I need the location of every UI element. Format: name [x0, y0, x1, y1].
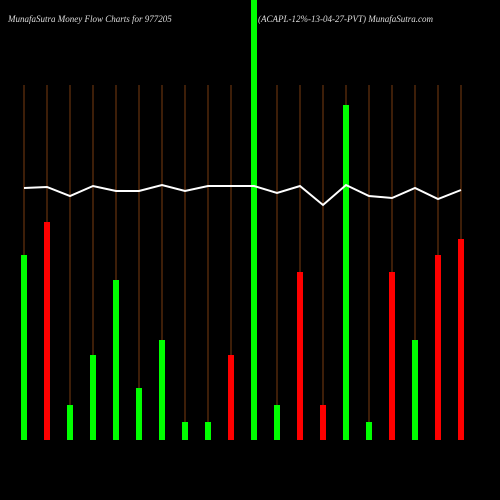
- bar: [389, 272, 395, 440]
- bar: [228, 355, 234, 440]
- bar: [182, 422, 188, 440]
- bar: [90, 355, 96, 440]
- bar: [159, 340, 165, 440]
- chart-title: MunafaSutra Money Flow Charts for 977205: [7, 14, 172, 24]
- bar: [458, 239, 464, 440]
- bar: [320, 405, 326, 440]
- bar: [297, 272, 303, 440]
- bar: [44, 222, 50, 440]
- bar: [435, 255, 441, 440]
- chart-subtitle: (ACAPL-12%-13-04-27-PVT) MunafaSutra.com: [258, 14, 433, 24]
- bar: [136, 388, 142, 440]
- bar: [251, 0, 257, 440]
- bar: [343, 105, 349, 440]
- bar: [113, 280, 119, 440]
- bar: [412, 340, 418, 440]
- bar: [21, 255, 27, 440]
- money-flow-line: [23, 183, 462, 207]
- bar: [366, 422, 372, 440]
- bar: [205, 422, 211, 440]
- bar: [67, 405, 73, 440]
- bar: [274, 405, 280, 440]
